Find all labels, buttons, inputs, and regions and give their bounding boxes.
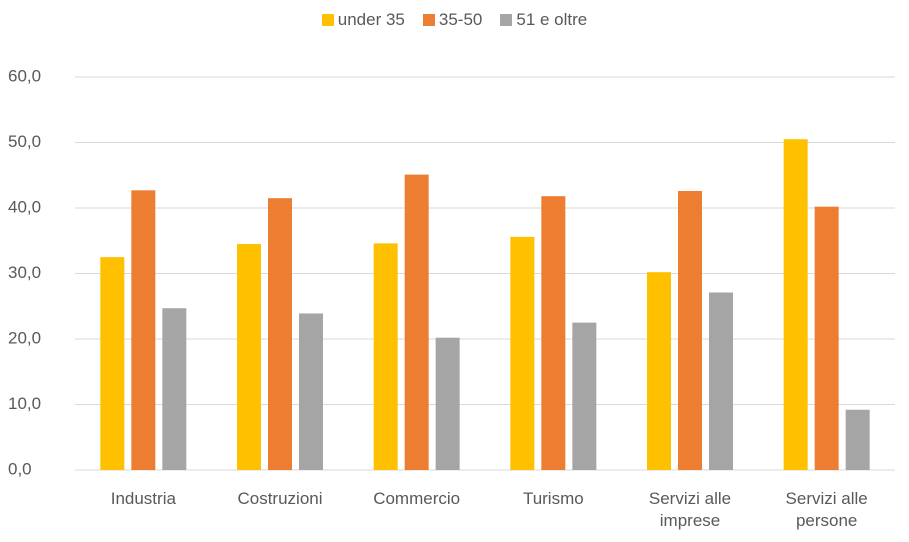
bar [131,190,156,470]
legend-swatch [321,14,334,26]
x-tick-label: Servizi alle persone [785,489,868,530]
legend-item: under 35 [321,10,405,30]
bar [162,308,187,470]
legend-swatch [500,14,513,26]
bar [299,313,323,470]
x-tick-label: Commercio [373,489,461,508]
bar [435,337,460,470]
y-tick-label: 40,0 [8,197,41,216]
y-tick-label: 60,0 [8,66,41,85]
bar [845,409,870,470]
legend-swatch [422,14,435,26]
x-tick-label: Costruzioni [237,489,323,508]
legend-item: 35-50 [422,10,483,30]
bar [237,244,261,470]
bar [100,257,125,470]
x-tick-label: Industria [110,489,176,508]
y-tick-label: 50,0 [8,132,41,151]
y-tick-label: 20,0 [8,328,41,347]
bar [404,174,429,470]
bar [678,190,702,470]
bar [268,198,292,471]
bar [814,206,839,470]
x-tick-label: Turismo [522,489,584,508]
bar [572,322,597,470]
legend-label: under 35 [337,10,405,29]
y-tick-label: 10,0 [8,394,41,413]
legend-item: 51 e oltre [500,10,587,30]
legend-label: 51 e oltre [516,10,588,29]
bar [647,272,671,470]
y-tick-label: 0,0 [8,459,32,478]
legend-label: 35-50 [438,10,483,29]
bar [783,139,808,470]
legend: under 35 35-50 51 e oltre [0,10,909,30]
y-tick-label: 30,0 [8,263,41,282]
x-tick-label: Servizi alle imprese [648,489,732,530]
bar [709,292,733,470]
bar [373,243,398,470]
bar [510,236,535,470]
bar [541,196,566,470]
